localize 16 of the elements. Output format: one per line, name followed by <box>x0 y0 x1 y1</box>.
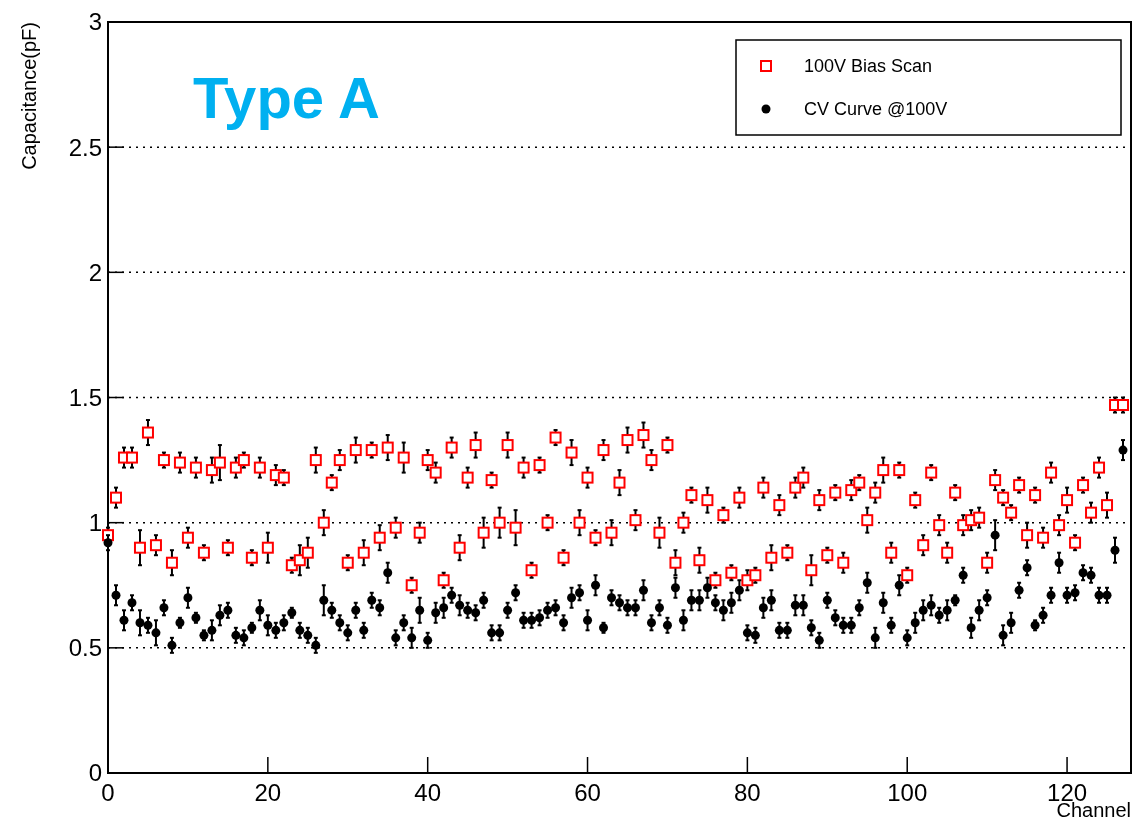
legend-label: 100V Bias Scan <box>804 56 933 77</box>
y-tick-label: 0 <box>88 759 102 787</box>
x-tick-label: 80 <box>734 779 761 806</box>
y-tick-label: 3 <box>88 8 102 36</box>
y-tick-label: 2.5 <box>68 133 102 161</box>
x-tick-label: 20 <box>254 779 282 806</box>
x-tick-label: 40 <box>414 779 442 806</box>
annotation: Type A <box>193 65 380 130</box>
y-axis-title: Capacitance(pF) <box>18 22 40 170</box>
legend-label: CV Curve @100V <box>804 99 948 120</box>
y-tick-label: 1.5 <box>68 383 102 411</box>
y-tick-label: 1 <box>88 509 102 537</box>
x-tick-label: 60 <box>574 779 601 806</box>
y-tick-label: 2 <box>88 258 102 286</box>
y-tick-label: 0.5 <box>68 634 102 662</box>
x-tick-label: 100 <box>887 779 928 806</box>
